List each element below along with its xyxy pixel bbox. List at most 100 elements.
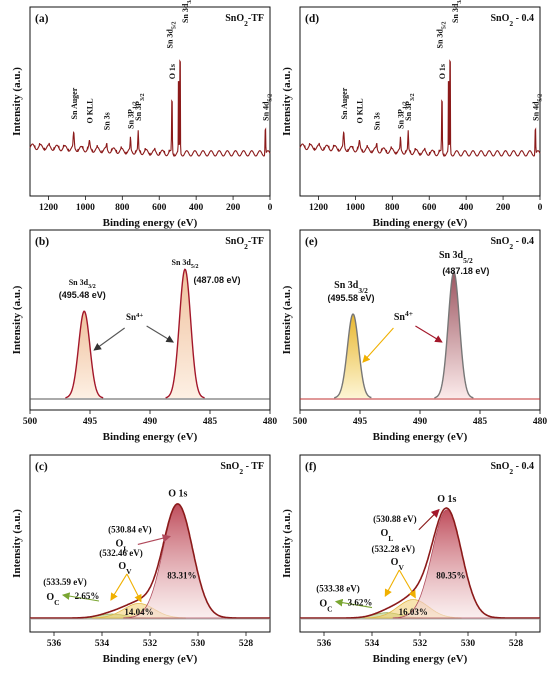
x-tick-label: 495 [353,417,368,427]
x-tick-label: 480 [533,417,548,427]
x-tick-label: 485 [473,417,488,427]
plot-frame [29,6,271,197]
x-tick-label: 600 [152,203,167,213]
peak-label: Sn 3P3/2 [404,93,416,120]
arrow [334,598,373,609]
x-axis-label: Binding energy (eV) [103,431,198,443]
panel-letter: (f) [305,461,317,473]
x-axis-label: Binding energy (eV) [373,431,468,443]
y-axis-label: Intensity (a.u.) [11,67,23,136]
peak-label: Sn Auger [70,87,79,119]
fit-envelope [30,503,270,619]
sample-title: SnO2-TF [225,236,264,251]
x-tick-label: 534 [365,639,380,649]
peak-area [434,272,474,398]
panel-letter: (a) [35,13,49,25]
arrow [146,325,174,343]
panel-letter: (b) [35,236,49,248]
x-tick-label: 200 [226,203,241,213]
panel-c: 536 534 532 530 528 Binding energy (eV) Intens… [11,454,271,665]
x-tick-label: 532 [413,639,428,649]
x-tick-label: 1200 [309,203,328,213]
component-name-label: OC [319,599,332,614]
panel-f: 536 534 532 530 528 Binding energy (eV) Intens… [281,454,541,665]
x-axis-label: Binding energy (eV) [103,653,198,665]
peak-energy-label: (487.18 eV) [442,266,489,276]
sample-title: SnO2 - 0.4 [491,236,535,251]
y-axis-label: Intensity (a.u.) [11,285,23,354]
arrow [398,569,416,599]
x-axis-label: Binding energy (eV) [373,653,468,665]
x-tick-label: 200 [496,203,511,213]
panel-b: 500 495 490 485 480 Binding energy (eV) Intens… [11,229,277,443]
x-tick-label: 0 [268,203,273,213]
component-energy-label: (530.88 eV) [373,514,417,524]
component-percent-label: 3.62% [348,598,373,608]
x-tick-label: 400 [189,203,204,213]
plot-frame [299,229,541,411]
peak-label: Sn 4d5/2 [531,94,543,121]
component-energy-label: (533.59 eV) [43,577,87,587]
arrow [384,569,400,597]
arrow [137,534,172,546]
arrow [93,327,125,351]
x-tick-label: 495 [83,417,98,427]
component-percent-label: 2.65% [75,591,100,601]
core-level-label: O 1s [437,494,456,505]
peak-line [434,271,474,399]
x-tick-label: 500 [293,417,308,427]
x-tick-label: 528 [239,639,254,649]
x-tick-label: 1000 [76,203,95,213]
component-energy-label: (533.38 eV) [316,584,360,594]
arrow [61,592,100,602]
peak-label: Sn 3d5/2 [436,21,448,48]
x-axis-label: Binding energy (eV) [103,217,198,229]
panels-root: 1200 1000 800 600 400 200 0 Binding energy (eV)… [11,0,547,665]
peak-label: Sn 3d3/2 [181,0,193,23]
component-name-label: OL [115,538,128,553]
x-tick-label: 1000 [346,203,365,213]
arrow [415,325,443,343]
x-tick-label: 530 [461,639,476,649]
component-energy-label: (530.84 eV) [108,524,152,534]
peak-label: Sn 3P1/2 [396,101,408,128]
component-name-label: OL [380,528,393,543]
plot-frame [299,6,541,197]
x-tick-label: 1200 [39,203,58,213]
peak-name-label: Sn 3d5/2 [172,258,199,270]
peak-label: Sn 3d3/2 [451,0,463,23]
oxidation-state-label: Sn4+ [126,312,143,323]
sample-title: SnO2 - 0.4 [491,461,535,476]
component-name-label: OV [118,561,132,576]
peak-line [334,313,372,399]
sample-title: SnO2 - 0.4 [491,13,535,28]
x-tick-label: 0 [538,203,543,213]
peak-label: O KLL [355,98,364,123]
x-tick-label: 485 [203,417,218,427]
component-energy-label: (532.46 eV) [99,548,143,558]
x-tick-label: 536 [317,639,332,649]
fit-envelope [300,507,540,619]
x-tick-label: 528 [509,639,524,649]
component-percent-label: 14.04% [124,607,153,617]
x-tick-label: 500 [23,417,38,427]
component-percent-label: 80.35% [436,570,465,580]
peak-label: Sn 3s [373,112,382,130]
component-percent-label: 83.31% [167,570,196,580]
x-tick-label: 532 [143,639,158,649]
sample-title: SnO2 - TF [220,461,264,476]
sample-title: SnO2-TF [225,13,264,28]
x-tick-label: 600 [422,203,437,213]
y-axis-label: Intensity (a.u.) [281,67,293,136]
component-area [123,504,233,619]
x-tick-label: 530 [191,639,206,649]
panel-letter: (e) [305,236,318,248]
x-tick-label: 490 [143,417,158,427]
survey-spectrum [299,59,541,157]
peak-label: O 1s [168,64,177,79]
core-level-label: O 1s [168,488,187,499]
component-name-label: OC [46,592,59,607]
x-tick-label: 800 [385,203,400,213]
x-tick-label: 534 [95,639,110,649]
peak-line [165,268,205,399]
